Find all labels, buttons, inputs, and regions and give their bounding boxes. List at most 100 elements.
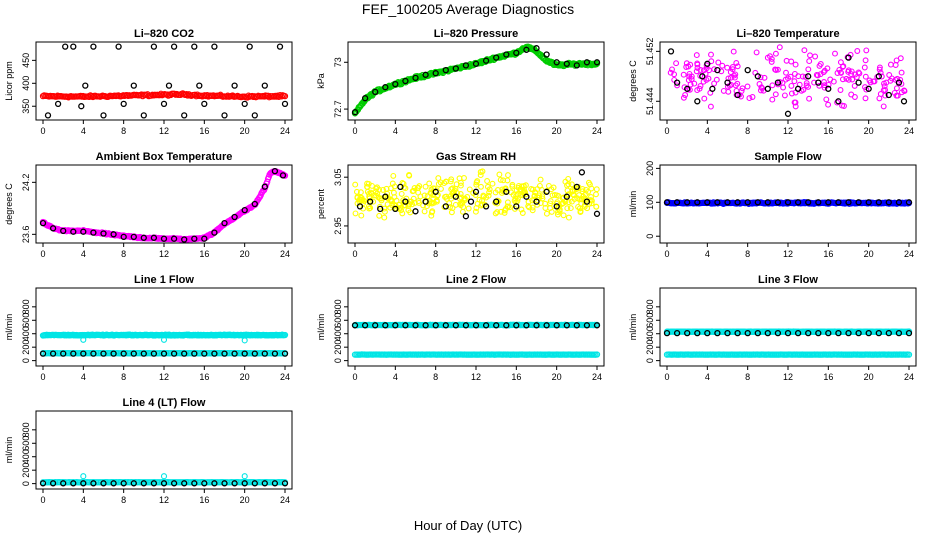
data-point — [462, 213, 470, 220]
data-point — [241, 480, 248, 487]
data-point — [800, 199, 808, 206]
series-1 — [80, 473, 248, 480]
y-tick-label: 200 — [21, 340, 31, 355]
data-point — [397, 183, 404, 191]
data-point — [392, 202, 399, 209]
panel-marks — [351, 321, 601, 358]
data-point — [261, 183, 268, 190]
data-point — [553, 203, 560, 210]
panel-title: Li–820 CO2 — [134, 28, 194, 40]
data-point — [682, 92, 689, 98]
data-point — [773, 67, 779, 73]
data-point — [805, 329, 812, 337]
panel-title: Gas Stream RH — [436, 151, 516, 163]
data-point — [435, 181, 442, 187]
data-point — [684, 85, 691, 92]
panel-marks — [39, 43, 289, 119]
x-tick-label: 12 — [159, 372, 169, 382]
data-point — [211, 43, 218, 50]
data-point — [560, 200, 567, 207]
data-point — [372, 322, 379, 329]
data-point — [201, 480, 208, 487]
data-point — [150, 43, 158, 50]
data-point — [753, 49, 760, 56]
data-point — [895, 329, 903, 337]
data-point — [811, 79, 818, 86]
data-point — [905, 329, 913, 337]
data-point — [380, 186, 386, 193]
data-point — [514, 191, 521, 198]
data-point — [353, 188, 360, 195]
panel-marks — [667, 44, 908, 117]
data-point — [821, 82, 828, 89]
data-point — [432, 322, 439, 329]
data-point — [170, 43, 178, 50]
data-point — [525, 203, 532, 210]
data-point — [881, 83, 888, 90]
y-tick-label: 0 — [21, 358, 31, 363]
data-point — [514, 198, 521, 204]
data-point — [788, 90, 795, 97]
x-tick-label: 4 — [81, 372, 86, 382]
data-point — [130, 480, 137, 487]
data-point — [486, 186, 493, 193]
data-point — [44, 112, 52, 119]
data-point — [576, 205, 583, 212]
data-point — [803, 80, 810, 87]
data-point — [583, 198, 591, 205]
data-point — [82, 82, 89, 89]
data-point — [696, 85, 703, 92]
data-point — [882, 87, 889, 93]
data-point — [895, 199, 903, 206]
y-tick-label: 600 — [21, 313, 31, 328]
data-point — [150, 350, 158, 357]
data-point — [261, 82, 268, 89]
data-point — [480, 192, 487, 199]
data-point — [583, 322, 591, 329]
data-point — [461, 195, 468, 202]
data-point — [830, 78, 837, 85]
data-point — [78, 103, 85, 110]
data-point — [446, 200, 453, 207]
series-1 — [39, 167, 287, 243]
data-point — [708, 51, 714, 58]
data-point — [704, 329, 711, 337]
data-point — [70, 350, 77, 357]
data-point — [505, 172, 511, 179]
plot-frame — [35, 41, 293, 121]
data-point — [382, 322, 389, 329]
data-point — [191, 43, 198, 50]
x-tick-label: 8 — [745, 372, 750, 382]
data-point — [402, 77, 409, 85]
data-point — [543, 188, 550, 195]
x-tick-label: 0 — [664, 372, 669, 382]
data-point — [479, 197, 485, 204]
y-tick-label: 400 — [333, 326, 343, 341]
data-point — [442, 66, 449, 74]
data-point — [201, 235, 208, 242]
data-point — [841, 103, 847, 109]
y-tick-label: 23.6 — [21, 226, 31, 244]
data-point — [406, 172, 413, 179]
data-point — [739, 85, 746, 92]
data-point — [424, 193, 431, 200]
data-point — [725, 75, 732, 82]
data-point — [281, 480, 289, 487]
data-point — [565, 175, 572, 182]
data-point — [685, 86, 692, 93]
y-tick-label: 600 — [645, 313, 655, 328]
data-point — [443, 178, 449, 185]
data-point — [802, 73, 809, 80]
data-point — [221, 480, 228, 487]
data-point — [687, 61, 694, 68]
data-point — [565, 214, 572, 221]
data-point — [533, 45, 540, 52]
data-point — [792, 61, 799, 68]
panel-title: Li–820 Temperature — [736, 28, 839, 40]
data-point — [120, 350, 127, 357]
data-point — [100, 230, 107, 237]
x-tick-label: 24 — [592, 372, 602, 382]
y-tick-label: 0 — [645, 234, 655, 239]
data-point — [724, 329, 731, 337]
data-point — [518, 183, 525, 190]
